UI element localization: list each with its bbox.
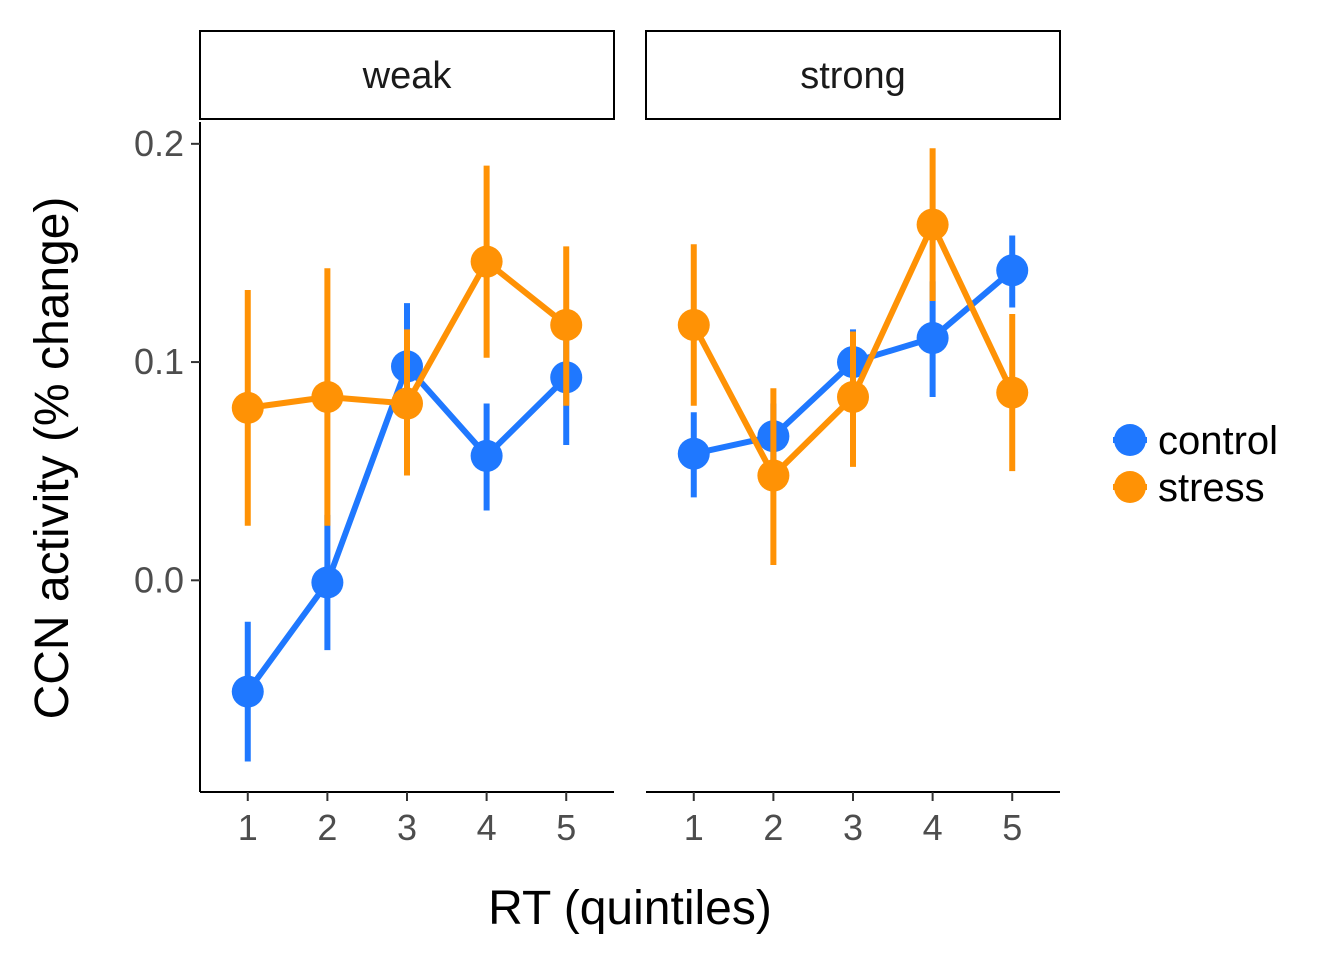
data-point <box>996 254 1029 287</box>
x-tick-label: 4 <box>477 807 497 848</box>
data-point <box>470 245 503 278</box>
data-point <box>470 439 503 472</box>
x-tick-label: 5 <box>556 807 576 848</box>
x-tick-label: 3 <box>397 807 417 848</box>
x-tick-label: 2 <box>317 807 337 848</box>
data-point <box>757 459 790 492</box>
data-point <box>231 391 264 424</box>
facet-strip-label: strong <box>800 55 906 97</box>
legend-item-control: control <box>1113 419 1278 463</box>
data-point <box>837 380 869 413</box>
legend-label: control <box>1158 419 1278 463</box>
x-tick-label: 2 <box>763 807 783 848</box>
legend-label: stress <box>1158 466 1265 510</box>
facet-panel-weak: weak 1 2 3 4 5 <box>199 30 615 848</box>
data-point <box>550 308 583 341</box>
data-point <box>677 437 710 470</box>
x-axis-title: RT (quintiles) <box>488 882 772 935</box>
facet-strip <box>199 30 615 120</box>
data-point <box>391 387 423 420</box>
x-tick-label: 5 <box>1002 807 1022 848</box>
y-tick-label: 0.1 <box>134 341 184 382</box>
data-point <box>231 675 264 708</box>
legend-item-stress: stress <box>1113 466 1265 510</box>
facet-strip-label: weak <box>362 55 453 97</box>
data-point <box>311 566 344 599</box>
x-tick-label: 1 <box>684 807 704 848</box>
y-tick-label: 0.2 <box>134 123 184 164</box>
data-point <box>677 308 710 341</box>
facet-strip <box>645 30 1061 120</box>
series-stress <box>677 148 1029 566</box>
legend-key-point <box>1114 424 1146 456</box>
x-tick-label: 1 <box>238 807 258 848</box>
data-point <box>996 376 1029 409</box>
facet-panels: 0.0 0.1 0.2 weak 1 2 3 4 5 strong 1 2 3 4 5 <box>134 30 1061 848</box>
x-tick-label: 4 <box>923 807 943 848</box>
legend-key-point <box>1114 471 1146 503</box>
data-point <box>916 208 949 241</box>
data-point <box>311 380 344 413</box>
y-axis-title: CCN activity (% change) <box>26 197 79 720</box>
data-point <box>916 322 949 355</box>
x-tick-label: 3 <box>843 807 863 848</box>
y-tick-label: 0.0 <box>134 559 184 600</box>
series-stress <box>231 165 583 526</box>
facet-panel-strong: strong 1 2 3 4 5 <box>645 30 1061 848</box>
